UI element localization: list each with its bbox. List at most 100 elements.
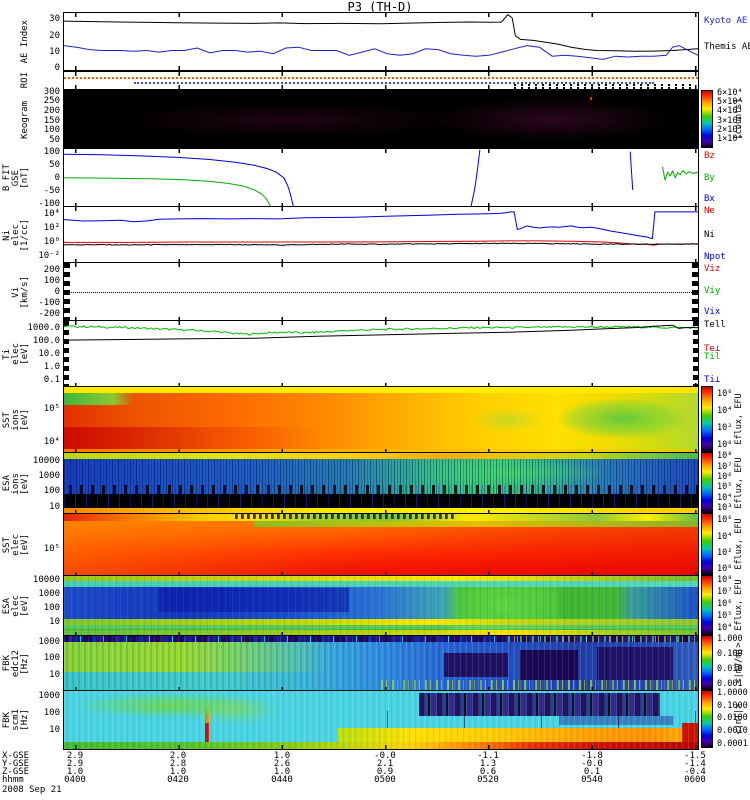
fbk-burst-line (204, 714, 209, 724)
axis-value: -1.1 (477, 751, 499, 761)
y-tick-label: -100 (38, 199, 60, 210)
axis-value: -1.4 (684, 759, 706, 769)
y-tick-label: 0 (54, 63, 60, 74)
colorbar-tick-label: 10⁴ (717, 531, 733, 542)
colorbar-tick-label: 1.0000 (717, 687, 748, 698)
y-axis-label-esae: ESA elec [eV] (2, 595, 30, 617)
y-tick-label: 10 (49, 669, 60, 680)
axis-value: 1.0 (66, 767, 84, 777)
axis-value: -0.0 (374, 751, 396, 761)
y-tick-label: 100 (43, 125, 60, 136)
colorbar-fbk-scm1: 1.0000 0.1000 0.0100 0.0010 0.0001 <|nT|> (701, 688, 748, 749)
colorbar-tick-label: 10⁷ (717, 461, 733, 472)
colorbar-tick-label: 10⁶ (717, 515, 733, 526)
colorbar-tick-label: 1×10⁴ (717, 134, 743, 145)
colorbar-gradient (701, 513, 713, 575)
y-tick-label: 10⁻² (38, 251, 60, 261)
series-legend-bx: Bx (704, 193, 715, 204)
y-axis-label-ni: Ni elec [1/cc] (2, 218, 30, 252)
esa-ions-heatmap (64, 453, 698, 514)
y-axis-label-esai: ESA ions [eV] (2, 472, 30, 495)
colorbar-tick-label: 1.000 (717, 634, 743, 645)
y-tick-label: 100 (43, 146, 60, 157)
axis-value: 0400 (64, 775, 86, 785)
colorbar-gradient (701, 635, 713, 690)
axis-row-label-z-gse: Z-GSE (2, 767, 30, 777)
y-tick-label: 10000 (32, 455, 60, 466)
series-legend-ti: Ti⊥ (704, 375, 721, 386)
panel-esa-electrons-spectrogram: ESA elec [eV] 10000 1000 100 10 (2, 575, 699, 637)
colorbar-tick-label: 10⁵ (717, 482, 733, 493)
y-tick-label: 30 (49, 14, 60, 25)
colorbar-unit-label: Eflux, EFU (734, 456, 744, 509)
axis-row-label-hhmm: hhmm (2, 775, 24, 785)
y-tick-label: 250 (43, 96, 60, 107)
colorbar-esa-electrons: 10⁸ 10⁷ 10⁶ 10⁵ 10⁴ Eflux, EFU (701, 575, 744, 635)
colorbar-tick-label: 10⁸ (717, 451, 733, 462)
panel-keogram: Keogram 300 250 200 150 100 50 (20, 87, 699, 150)
line-plot-ae (64, 13, 698, 60)
y-tick-label: 50 (49, 135, 60, 146)
axis-value: 1.0 (273, 767, 291, 777)
sst-ions-heatmap (64, 387, 698, 453)
y-tick-label: 50 (49, 159, 60, 170)
colorbar-tick-label: 10⁴ (717, 622, 733, 633)
colorbar-unit-label: <|nT|> (734, 703, 744, 735)
panel-fbk-scm1-spectrogram: FBK scm1 [Hz] 1000 100 10 (2, 690, 699, 750)
y-tick-label: 10⁴ (43, 437, 60, 448)
colorbar-tick-label: 10⁸ (717, 574, 733, 585)
sst-electrons-heatmap (64, 514, 698, 576)
keogram-bright-dot (590, 96, 593, 100)
axis-value: 0520 (477, 775, 499, 785)
y-axis-label-keo: Keogram (20, 101, 30, 139)
colorbar-tick-label: 0.1000 (717, 700, 748, 711)
keogram-heatmap (64, 91, 698, 149)
y-tick-label: 100 (43, 653, 60, 663)
y-axis-label-fbk1: FBK edc12 [Hz] (2, 649, 30, 678)
line-plot-bfit (64, 149, 698, 207)
colorbar-unit-label: Eflux, EFU (734, 579, 744, 631)
colorbar-tick-label: 3×10⁴ (717, 115, 743, 126)
line-plot-ni (64, 211, 698, 246)
page-title: P3 (TH-D) (347, 0, 413, 14)
y-tick-label: 10⁵ (43, 543, 60, 554)
axis-value: 0600 (684, 775, 706, 785)
colorbar-tick-label: 10² (717, 547, 733, 558)
y-tick-label: -100 (38, 298, 60, 309)
colorbar-fbk-edc12: 1.000 0.100 0.010 0.001 <|mV/m|> (701, 634, 744, 690)
fbk-scm1-heatmap (64, 691, 698, 749)
y-tick-label: 100.0 (32, 335, 60, 346)
roi-black-dotted-row (514, 84, 692, 87)
series-legend-ni: Ni (704, 230, 715, 240)
y-tick-label: 1.0 (43, 362, 60, 373)
fbk-burst-line (204, 708, 209, 715)
colorbar-tick-label: 10⁵ (717, 610, 733, 621)
roi-indicator-rows (64, 72, 698, 89)
colorbar-tick-label: 2×10⁴ (717, 125, 743, 136)
colorbar-tick-label: 10⁶ (717, 598, 733, 609)
colorbar-unit-label: [counts] (734, 98, 744, 140)
zero-line (64, 292, 698, 293)
series-legend-viy: Viy (704, 285, 721, 296)
colorbar-gradient (701, 90, 713, 148)
series-legend-ne: Ne (704, 206, 715, 217)
y-tick-label: 100 (43, 275, 60, 286)
y-axis-label-v: Vi [km/s] (11, 275, 30, 309)
panel-velocity: Vi [km/s] 200 100 0 -100 -200 Viz Viy Vix (11, 262, 720, 322)
axis-value: 0.1 (583, 767, 601, 777)
axis-value: -0.4 (684, 767, 706, 777)
axis-value: 1.3 (479, 759, 497, 769)
y-tick-label: 10000 (32, 575, 60, 586)
data-gap-blocks (692, 263, 698, 321)
axis-value: 0440 (271, 775, 293, 785)
y-tick-label: 0.1 (43, 375, 60, 386)
series-legend-til: Til (704, 351, 721, 362)
y-axis-label-sste: SST elec [eV] (2, 534, 30, 556)
y-tick-label: 1000.0 (27, 322, 60, 333)
colorbar-tick-label: 0.100 (717, 649, 743, 660)
y-axis-label-roi: ROI (20, 72, 30, 89)
axis-date: 2008 Sep 21 (2, 785, 62, 795)
series-legend-tell: Tell (704, 319, 726, 330)
axis-value: 0540 (581, 775, 603, 785)
series-legend-npot: Npot (704, 252, 726, 263)
